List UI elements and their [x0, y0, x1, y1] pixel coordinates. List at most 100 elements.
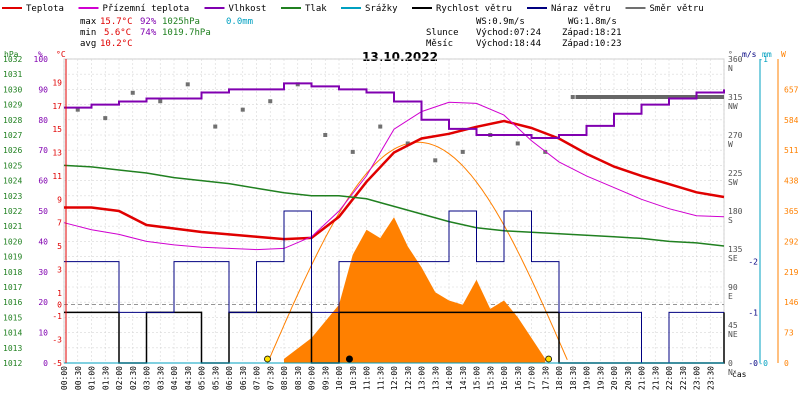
wind-speed-info: WS:0.9m/s: [476, 17, 525, 27]
tick-temperature: 15: [52, 125, 62, 134]
tick-time: 22:30: [679, 366, 688, 390]
tick-time: 12:00: [390, 366, 399, 390]
wind-direction-point: [350, 149, 355, 154]
tick-time: 00:30: [74, 366, 83, 390]
sunrise-icon: [264, 355, 271, 363]
tick-solar: 657: [784, 85, 799, 94]
tick-pressure: 1025: [3, 161, 22, 170]
wind-direction-point: [295, 82, 300, 87]
tick-direction: 315: [728, 93, 743, 102]
tick-wind: -1: [748, 308, 758, 317]
tick-direction-label: NW: [728, 102, 738, 111]
wind-direction-band: [575, 95, 724, 99]
legend-label: Směr větru: [650, 4, 704, 14]
tick-direction-label: E: [728, 292, 733, 301]
tick-time: 21:00: [638, 366, 647, 390]
tick-time: 16:00: [500, 366, 509, 390]
sun-moon-info: WS:0.9m/s WG:1.8m/s Slunce Východ:07:24 …: [426, 17, 622, 49]
tick-time: 01:00: [88, 366, 97, 390]
tick-humidity: 50: [38, 207, 48, 216]
tick-temperature: -1: [52, 312, 62, 321]
tick-temperature: 13: [52, 149, 62, 158]
tick-direction-label: NE: [728, 330, 738, 339]
tick-time: 11:30: [376, 366, 385, 390]
tick-pressure: 1013: [3, 344, 22, 353]
wind-direction-point: [460, 149, 465, 154]
tick-time: 04:00: [170, 366, 179, 390]
stat-min-press: 1019.7hPa: [162, 28, 211, 38]
tick-pressure: 1012: [3, 359, 22, 368]
legend-label: Rychlost větru: [436, 4, 512, 14]
stat-avg-label: avg: [80, 39, 96, 49]
legend-label: Teplota: [26, 4, 64, 14]
tick-humidity: 0: [43, 359, 48, 368]
tick-solar: 365: [784, 207, 799, 216]
tick-temperature: 3: [57, 265, 62, 274]
sun-rise: Východ:07:24: [476, 28, 541, 38]
tick-time: 02:00: [115, 366, 124, 390]
tick-temperature: 11: [52, 172, 62, 181]
tick-time: 09:00: [308, 366, 317, 390]
axis-unit-degc: °C: [56, 50, 66, 59]
wind-direction-point: [268, 99, 273, 104]
series-layer: [63, 82, 725, 364]
stat-max-hum: 92%: [140, 17, 157, 27]
tick-pressure: 1032: [3, 55, 22, 64]
tick-humidity: 60: [38, 177, 48, 186]
tick-pressure: 1018: [3, 268, 22, 277]
tick-temperature: 9: [57, 195, 62, 204]
tick-time: 12:30: [404, 366, 413, 390]
tick-time: 04:30: [184, 366, 193, 390]
tick-direction: 180: [728, 207, 743, 216]
tick-temperature: 17: [52, 102, 62, 111]
wind-direction-point: [130, 90, 135, 95]
tick-direction: 360: [728, 55, 743, 64]
tick-time: 00:00: [60, 366, 69, 390]
tick-time: 14:30: [459, 366, 468, 390]
tick-pressure: 1026: [3, 146, 22, 155]
tick-time: 09:30: [321, 366, 330, 390]
axis-unit-deg: °: [728, 50, 733, 59]
tick-pressure: 1014: [3, 329, 22, 338]
wind-direction-point: [185, 82, 190, 87]
tick-time: 08:00: [280, 366, 289, 390]
tick-time: 14:00: [445, 366, 454, 390]
tick-time: 19:30: [596, 366, 605, 390]
tick-pressure: 1016: [3, 298, 22, 307]
tick-direction: 0: [728, 359, 733, 368]
wind-direction-point: [75, 107, 80, 112]
tick-humidity: 80: [38, 116, 48, 125]
tick-humidity: 90: [38, 85, 48, 94]
stat-max-temp: 15.7°C: [100, 17, 133, 27]
wind-direction-point: [103, 116, 108, 121]
tick-time: 10:00: [335, 366, 344, 390]
tick-temperature: 5: [57, 242, 62, 251]
sun-label: Slunce: [426, 28, 459, 38]
tick-time: 07:00: [253, 366, 262, 390]
tick-pressure: 1022: [3, 207, 22, 216]
tick-time: 20:30: [624, 366, 633, 390]
tick-humidity: 10: [38, 329, 48, 338]
tick-time: 01:30: [101, 366, 110, 390]
series-solar-area: [284, 217, 546, 363]
solar-layer: [264, 141, 568, 364]
tick-rain: -1: [758, 55, 768, 64]
tick-pressure: 1017: [3, 283, 22, 292]
axis-unit-hpa: hPa: [4, 50, 19, 59]
tick-temperature: 0: [57, 301, 62, 310]
axis-unit-ms: m/s: [742, 50, 757, 59]
tick-solar: 584: [784, 116, 799, 125]
tick-direction: 225: [728, 169, 743, 178]
tick-time: 10:30: [349, 366, 358, 390]
tick-time: 03:00: [143, 366, 152, 390]
wind-direction-point: [433, 158, 438, 163]
tick-pressure: 1023: [3, 192, 22, 201]
tick-time: 11:00: [363, 366, 372, 390]
tick-direction: 135: [728, 245, 743, 254]
tick-time: 23:30: [706, 366, 715, 390]
x-axis-ticks: 00:00 00:30 01:00 01:30 02:00 02:30 03:00 03:30…: [60, 366, 715, 390]
tick-time: 08:30: [294, 366, 303, 390]
legend-label: Náraz větru: [551, 4, 611, 14]
wind-direction-point: [515, 141, 520, 146]
